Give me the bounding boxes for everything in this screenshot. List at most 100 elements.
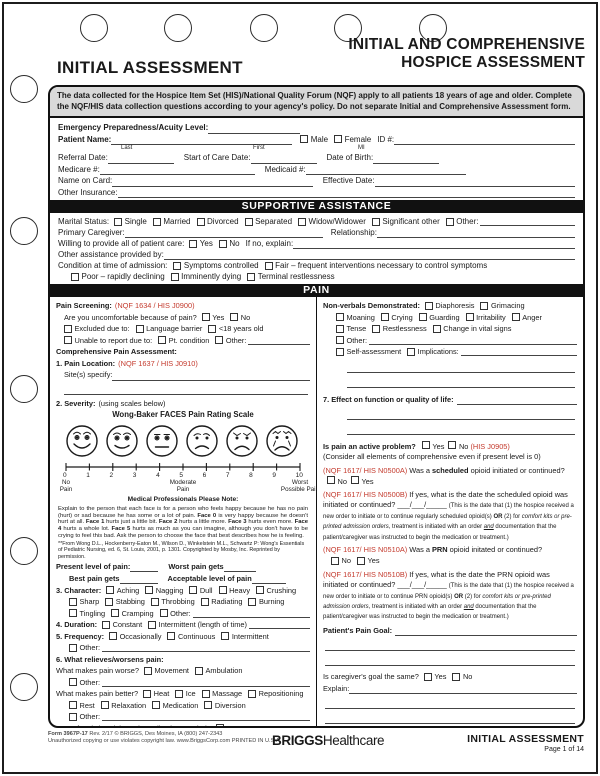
write-in-line[interactable] bbox=[460, 347, 577, 357]
checkbox[interactable] bbox=[109, 632, 118, 641]
pain-goal-field[interactable] bbox=[395, 626, 577, 637]
medicaid-field[interactable] bbox=[305, 165, 466, 175]
checkbox[interactable] bbox=[196, 217, 205, 226]
explain-field[interactable] bbox=[349, 684, 577, 695]
checkbox[interactable] bbox=[445, 217, 454, 226]
checkbox[interactable] bbox=[106, 586, 115, 595]
checkbox[interactable] bbox=[218, 239, 227, 248]
checkbox[interactable] bbox=[145, 586, 154, 595]
checkbox[interactable] bbox=[432, 324, 441, 333]
if-no-explain-field[interactable] bbox=[293, 239, 575, 249]
checkbox[interactable] bbox=[152, 701, 161, 710]
checkbox[interactable] bbox=[167, 632, 176, 641]
checkbox[interactable] bbox=[424, 301, 433, 310]
present-level-field[interactable] bbox=[130, 562, 159, 572]
checkbox[interactable] bbox=[418, 313, 427, 322]
primary-caregiver-field[interactable] bbox=[124, 228, 323, 238]
write-in-line[interactable] bbox=[102, 678, 310, 687]
checkbox[interactable] bbox=[371, 217, 380, 226]
checkbox[interactable] bbox=[215, 336, 224, 345]
checkbox[interactable] bbox=[69, 609, 77, 618]
sites-specify-extra-line[interactable] bbox=[64, 384, 308, 395]
worst-pain-field[interactable] bbox=[223, 562, 256, 572]
checkbox[interactable] bbox=[448, 441, 457, 449]
write-in-line[interactable] bbox=[248, 336, 310, 345]
checkbox[interactable] bbox=[189, 586, 198, 595]
pain-goal-line[interactable] bbox=[325, 640, 575, 652]
checkbox[interactable] bbox=[423, 673, 432, 682]
write-in-line[interactable] bbox=[369, 336, 577, 345]
checkbox[interactable] bbox=[69, 701, 77, 710]
checkbox[interactable] bbox=[170, 272, 179, 281]
checkbox[interactable] bbox=[221, 632, 230, 641]
referral-date-field[interactable] bbox=[107, 154, 174, 164]
checkbox[interactable] bbox=[248, 689, 257, 698]
other-assistance-field[interactable] bbox=[163, 250, 575, 260]
checkbox[interactable] bbox=[111, 609, 120, 618]
checkbox[interactable] bbox=[336, 313, 344, 322]
checkbox[interactable] bbox=[69, 712, 77, 721]
write-in-line[interactable] bbox=[102, 643, 310, 653]
checkbox[interactable] bbox=[218, 586, 227, 595]
checkbox[interactable] bbox=[201, 313, 210, 322]
checkbox[interactable] bbox=[407, 347, 416, 356]
checkbox[interactable] bbox=[148, 620, 157, 629]
checkbox[interactable] bbox=[230, 313, 239, 322]
checkbox[interactable] bbox=[511, 313, 520, 322]
checkbox[interactable] bbox=[158, 336, 167, 345]
checkbox[interactable] bbox=[300, 135, 309, 144]
effect-quality-field[interactable] bbox=[456, 395, 577, 405]
checkbox[interactable] bbox=[69, 643, 77, 652]
checkbox[interactable] bbox=[71, 272, 79, 281]
checkbox[interactable] bbox=[465, 313, 474, 322]
checkbox[interactable] bbox=[380, 313, 389, 322]
patient-name-field[interactable] bbox=[111, 135, 293, 145]
checkbox[interactable] bbox=[195, 666, 203, 675]
checkbox[interactable] bbox=[331, 557, 339, 566]
checkbox[interactable] bbox=[105, 597, 114, 606]
explain-line[interactable] bbox=[325, 698, 575, 710]
checkbox[interactable] bbox=[452, 673, 461, 682]
write-in-line[interactable] bbox=[480, 217, 575, 226]
checkbox[interactable] bbox=[244, 217, 253, 226]
emergency-acuity-field[interactable] bbox=[208, 124, 301, 134]
id-field[interactable] bbox=[394, 135, 576, 145]
checkbox[interactable] bbox=[189, 239, 198, 248]
checkbox[interactable] bbox=[480, 301, 489, 310]
checkbox[interactable] bbox=[247, 272, 256, 281]
checkbox[interactable] bbox=[173, 261, 182, 270]
checkbox[interactable] bbox=[204, 701, 213, 710]
checkbox[interactable] bbox=[64, 336, 72, 345]
checkbox[interactable] bbox=[298, 217, 307, 226]
checkbox[interactable] bbox=[201, 689, 210, 698]
checkbox[interactable] bbox=[350, 475, 359, 484]
acceptable-pain-field[interactable] bbox=[251, 574, 286, 584]
checkbox[interactable] bbox=[175, 689, 184, 698]
checkbox[interactable] bbox=[336, 324, 344, 333]
checkbox[interactable] bbox=[69, 678, 77, 687]
checkbox[interactable] bbox=[372, 324, 381, 333]
checkbox[interactable] bbox=[327, 475, 335, 484]
checkbox[interactable] bbox=[248, 597, 257, 606]
checkbox[interactable] bbox=[135, 324, 144, 333]
effect-writein-line[interactable] bbox=[347, 424, 575, 435]
checkbox[interactable] bbox=[336, 347, 344, 356]
explain-line[interactable] bbox=[325, 713, 575, 725]
checkbox[interactable] bbox=[69, 597, 77, 606]
write-in-line[interactable] bbox=[192, 609, 310, 618]
checkbox[interactable] bbox=[421, 441, 430, 449]
write-in-line[interactable] bbox=[102, 712, 310, 722]
medicare-field[interactable] bbox=[99, 165, 255, 175]
checkbox[interactable] bbox=[143, 689, 152, 698]
checkbox[interactable] bbox=[264, 261, 273, 270]
pain-goal-line[interactable] bbox=[325, 655, 575, 667]
checkbox[interactable] bbox=[114, 217, 123, 226]
checkbox[interactable] bbox=[200, 597, 209, 606]
checkbox[interactable] bbox=[150, 597, 159, 606]
checkbox[interactable] bbox=[159, 609, 168, 618]
dob-field[interactable] bbox=[373, 154, 440, 164]
effect-writein-line[interactable] bbox=[347, 409, 575, 420]
sites-specify-field[interactable] bbox=[112, 371, 310, 381]
effective-date-field[interactable] bbox=[374, 177, 576, 187]
relationship-field[interactable] bbox=[376, 228, 575, 238]
